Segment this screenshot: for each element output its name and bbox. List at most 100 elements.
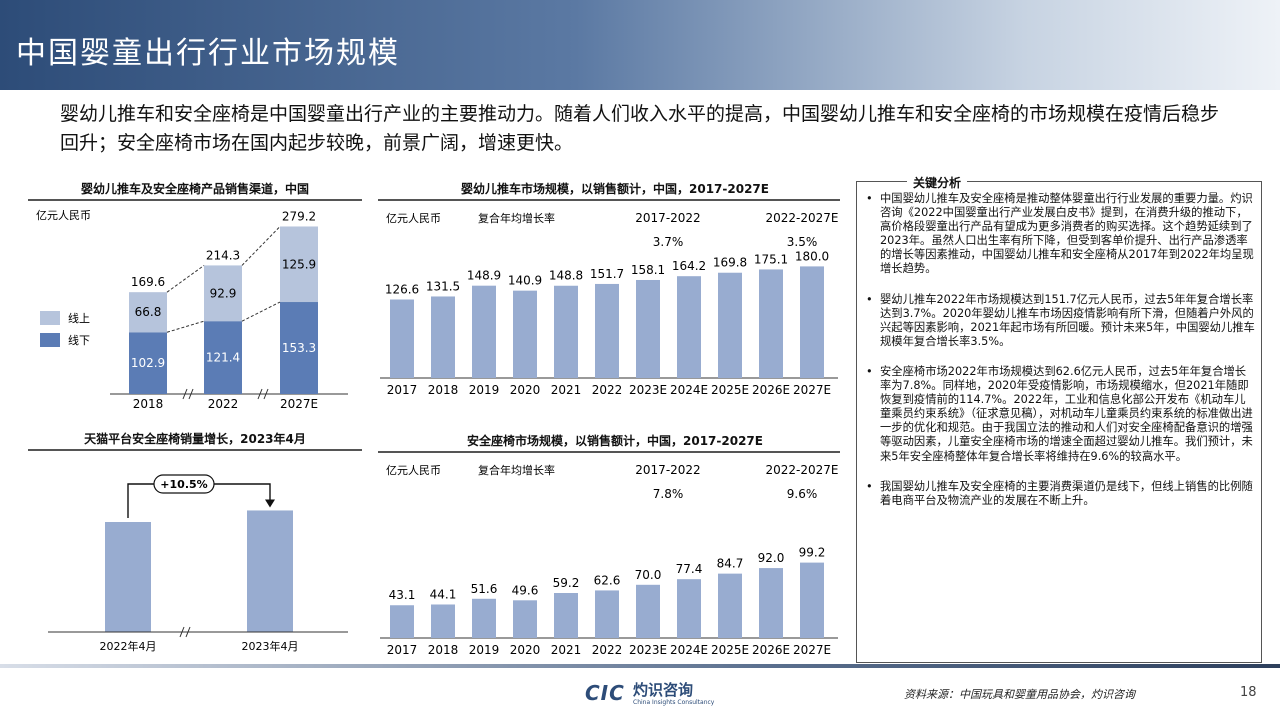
key-analysis-list: 中国婴幼儿推车及安全座椅是推动整体婴童出行行业发展的重要力量。灼识咨询《2022… bbox=[864, 192, 1256, 524]
x-tick-label: 2025E bbox=[711, 383, 749, 397]
stroller-market-bar-chart: 亿元人民币 复合年均增长率 2017-20223.7%2022-2027E3.5%1… bbox=[380, 211, 839, 397]
chart2-rule bbox=[378, 199, 840, 201]
chart2-title: 婴幼儿推车市场规模，以销售额计，中国，2017-2027E bbox=[461, 182, 769, 196]
key-analysis-title: 关键分析 bbox=[907, 174, 968, 191]
logo-name: 灼识咨询 bbox=[633, 681, 694, 699]
bar-offline bbox=[280, 302, 318, 394]
key-analysis-bullet: 安全座椅市场2022年市场规模达到62.6亿元人民币，过去5年年复合增长率为7.… bbox=[864, 365, 1256, 464]
x-tick-label: 2019 bbox=[469, 643, 500, 657]
bar bbox=[472, 285, 496, 378]
car-seat-market-bar-chart: 亿元人民币 复合年均增长率 2017-2022 7.8% 2022-2027E 9.6% 4… bbox=[380, 463, 839, 657]
x-tick-label: 2024E bbox=[670, 643, 708, 657]
bar bbox=[677, 276, 701, 378]
data-label-offline: 102.9 bbox=[131, 356, 165, 370]
data-label: 151.7 bbox=[590, 267, 624, 281]
axis-break bbox=[182, 388, 188, 400]
bar bbox=[759, 269, 783, 378]
x-tick-label: 2020 bbox=[510, 383, 541, 397]
key-analysis-bullet: 我国婴幼儿推车及安全座椅的主要消费渠道仍是线下，但线上销售的比例随着电商平台及物… bbox=[864, 480, 1256, 508]
bar bbox=[390, 299, 414, 378]
data-label: 70.0 bbox=[635, 568, 662, 582]
axis-break bbox=[185, 626, 191, 638]
x-tick-label: 2022年4月 bbox=[100, 639, 157, 653]
data-label: 131.5 bbox=[426, 279, 460, 293]
key-analysis-bullet: 中国婴幼儿推车及安全座椅是推动整体婴童出行行业发展的重要力量。灼识咨询《2022… bbox=[864, 192, 1256, 277]
chart4-cagr-value: 9.6% bbox=[787, 487, 818, 501]
bar bbox=[718, 272, 742, 378]
data-label-offline: 121.4 bbox=[206, 351, 240, 365]
chart4-title: 安全座椅市场规模，以销售额计，中国，2017-2027E bbox=[467, 434, 763, 448]
data-label: 148.9 bbox=[467, 269, 501, 283]
key-analysis-box bbox=[856, 181, 1262, 663]
bar bbox=[595, 283, 619, 378]
bar bbox=[472, 598, 496, 638]
footer-band bbox=[0, 664, 1280, 668]
bar bbox=[247, 510, 293, 632]
bar bbox=[636, 279, 660, 378]
x-tick-label: 2021 bbox=[551, 383, 582, 397]
data-label-offline: 153.3 bbox=[282, 341, 316, 355]
bar bbox=[636, 584, 660, 638]
legend-swatch-online bbox=[40, 311, 60, 325]
page-number: 18 bbox=[1240, 685, 1257, 700]
data-label: 180.0 bbox=[795, 249, 829, 263]
x-tick-label: 2017 bbox=[387, 643, 418, 657]
source-note: 资料来源：中国玩具和婴童用品协会，灼识咨询 bbox=[904, 688, 1135, 701]
chart2-cagr-period: 2022-2027E bbox=[766, 211, 839, 225]
growth-annotation: +10.5% bbox=[160, 478, 207, 491]
connector-line bbox=[241, 301, 281, 322]
x-tick-label: 2022 bbox=[592, 383, 623, 397]
company-logo: CIC 灼识咨询 China Insights Consultancy bbox=[585, 679, 725, 711]
connector-line bbox=[166, 265, 205, 293]
data-label: 140.9 bbox=[508, 274, 542, 288]
connector-line bbox=[241, 226, 281, 266]
data-label-online: 66.8 bbox=[135, 305, 162, 319]
x-tick-label: 2022 bbox=[592, 643, 623, 657]
bar bbox=[513, 600, 537, 638]
data-label: 164.2 bbox=[672, 259, 706, 273]
data-label: 148.8 bbox=[549, 269, 583, 283]
data-label: 49.6 bbox=[512, 583, 539, 597]
x-tick-label: 2017 bbox=[387, 383, 418, 397]
x-tick-label: 2023E bbox=[629, 383, 667, 397]
data-label: 99.2 bbox=[799, 546, 826, 560]
arrow-head-icon bbox=[265, 499, 275, 508]
connector-line bbox=[166, 320, 205, 333]
page-title: 中国婴童出行行业市场规模 bbox=[16, 36, 400, 71]
chart2-ylabel: 亿元人民币 bbox=[386, 212, 441, 225]
x-tick-label: 2018 bbox=[428, 383, 459, 397]
x-tick-label: 2026E bbox=[752, 643, 790, 657]
data-label-online: 92.9 bbox=[210, 286, 237, 300]
data-label: 92.0 bbox=[758, 551, 785, 565]
data-label: 43.1 bbox=[389, 588, 416, 602]
bar bbox=[800, 562, 824, 638]
chart1-title: 婴幼儿推车及安全座椅产品销售渠道，中国 bbox=[80, 182, 309, 196]
chart4-cagr-period: 2017-2022 bbox=[635, 463, 700, 477]
bar bbox=[554, 593, 578, 638]
x-tick-label: 2019 bbox=[469, 383, 500, 397]
bar bbox=[718, 573, 742, 638]
data-label: 126.6 bbox=[385, 283, 419, 297]
data-label: 51.6 bbox=[471, 582, 498, 596]
growth-pill bbox=[153, 474, 215, 494]
bar-offline bbox=[204, 321, 242, 394]
page-subtitle: 婴幼儿推车和安全座椅是中国婴童出行产业的主要推动力。随着人们收入水平的提高，中国… bbox=[60, 103, 1220, 154]
key-analysis-bullet: 婴幼儿推车2022年市场规模达到151.7亿元人民币，过去5年年复合增长率达到3… bbox=[864, 293, 1256, 349]
chart4-cagr-label: 复合年均增长率 bbox=[478, 463, 555, 477]
axis-break bbox=[179, 626, 185, 638]
x-tick-label: 2025E bbox=[711, 643, 749, 657]
data-label: 59.2 bbox=[553, 576, 580, 590]
bar bbox=[595, 590, 619, 638]
bar bbox=[431, 296, 455, 378]
chart3-rule bbox=[28, 449, 362, 451]
bar-offline bbox=[129, 332, 167, 394]
bar bbox=[554, 285, 578, 378]
x-tick-label: 2021 bbox=[551, 643, 582, 657]
bar bbox=[390, 605, 414, 638]
bar-online bbox=[129, 292, 167, 333]
chart3-title: 天猫平台安全座椅销量增长，2023年4月 bbox=[84, 432, 306, 446]
x-tick-label: 2023E bbox=[629, 643, 667, 657]
legend-label-online: 线上 bbox=[68, 311, 90, 325]
axis-break bbox=[263, 388, 269, 400]
x-tick-label: 2027E bbox=[280, 397, 318, 411]
